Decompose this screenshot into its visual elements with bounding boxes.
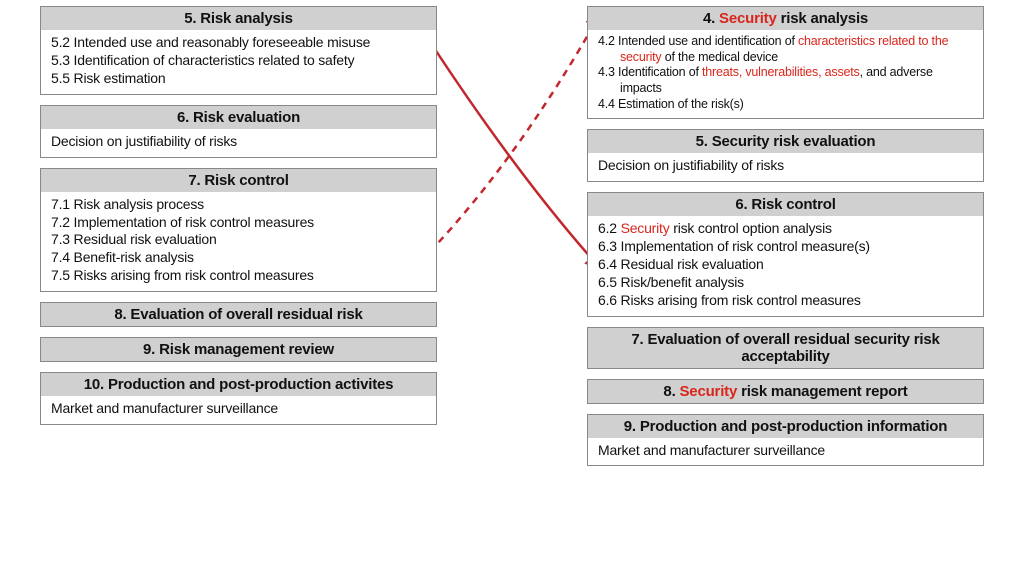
right-box-5-header: 5. Security risk evaluation [588,130,983,153]
left-5-3: 5.3 Identification of characteristics re… [51,52,426,70]
right-6-2: 6.2 Security risk control option analysi… [598,220,973,238]
columns: 5. Risk analysis 5.2 Intended use and re… [0,0,1024,466]
right-box-4-body: 4.2 Intended use and identification of c… [588,30,983,118]
left-10-line: Market and manufacturer surveillance [51,400,426,418]
right-4-4: 4.4 Estimation of the risk(s) [598,97,973,113]
right-4-2: 4.2 Intended use and identification of c… [598,34,973,65]
left-box-10: 10. Production and post-production activ… [40,372,437,425]
left-box-10-body: Market and manufacturer surveillance [41,396,436,424]
left-box-6: 6. Risk evaluation Decision on justifiab… [40,105,437,158]
right-box-5: 5. Security risk evaluation Decision on … [587,129,984,182]
right-box-9-body: Market and manufacturer surveillance [588,438,983,466]
right-box-4-header: 4. Security risk analysis [588,7,983,30]
left-box-5-header: 5. Risk analysis [41,7,436,30]
right-box-6-header: 6. Risk control [588,193,983,216]
right-6-5: 6.5 Risk/benefit analysis [598,274,973,292]
right-box-9-header: 9. Production and post-production inform… [588,415,983,438]
left-column: 5. Risk analysis 5.2 Intended use and re… [40,6,437,466]
left-box-10-header: 10. Production and post-production activ… [41,373,436,396]
left-box-9: 9. Risk management review [40,337,437,362]
left-box-9-header: 9. Risk management review [41,338,436,361]
left-5-5: 5.5 Risk estimation [51,70,426,88]
right-6-4: 6.4 Residual risk evaluation [598,256,973,274]
right-box-5-body: Decision on justifiability of risks [588,153,983,181]
right-6-6: 6.6 Risks arising from risk control meas… [598,292,973,310]
right-4-3: 4.3 Identification of threats, vulnerabi… [598,65,973,96]
left-7-2: 7.2 Implementation of risk control measu… [51,214,426,232]
left-box-7-body: 7.1 Risk analysis process 7.2 Implementa… [41,192,436,292]
left-box-5: 5. Risk analysis 5.2 Intended use and re… [40,6,437,95]
right-box-8: 8. Security risk management report [587,379,984,404]
right-box-4: 4. Security risk analysis 4.2 Intended u… [587,6,984,119]
right-box-8-header: 8. Security risk management report [588,380,983,403]
right-box-7: 7. Evaluation of overall residual securi… [587,327,984,369]
right-box-6: 6. Risk control 6.2 Security risk contro… [587,192,984,317]
left-7-5: 7.5 Risks arising from risk control meas… [51,267,426,285]
left-box-5-body: 5.2 Intended use and reasonably foreseea… [41,30,436,94]
left-box-8: 8. Evaluation of overall residual risk [40,302,437,327]
right-9-line: Market and manufacturer surveillance [598,442,973,460]
right-box-7-header: 7. Evaluation of overall residual securi… [588,328,983,368]
left-box-8-header: 8. Evaluation of overall residual risk [41,303,436,326]
left-box-7: 7. Risk control 7.1 Risk analysis proces… [40,168,437,293]
left-6-line: Decision on justifiability of risks [51,133,426,151]
right-6-3: 6.3 Implementation of risk control measu… [598,238,973,256]
left-box-6-body: Decision on justifiability of risks [41,129,436,157]
left-7-3: 7.3 Residual risk evaluation [51,231,426,249]
right-5-line: Decision on justifiability of risks [598,157,973,175]
left-7-4: 7.4 Benefit-risk analysis [51,249,426,267]
right-column: 4. Security risk analysis 4.2 Intended u… [587,6,984,466]
right-box-6-body: 6.2 Security risk control option analysi… [588,216,983,316]
left-5-2: 5.2 Intended use and reasonably foreseea… [51,34,426,52]
right-box-9: 9. Production and post-production inform… [587,414,984,467]
left-box-6-header: 6. Risk evaluation [41,106,436,129]
left-7-1: 7.1 Risk analysis process [51,196,426,214]
left-box-7-header: 7. Risk control [41,169,436,192]
